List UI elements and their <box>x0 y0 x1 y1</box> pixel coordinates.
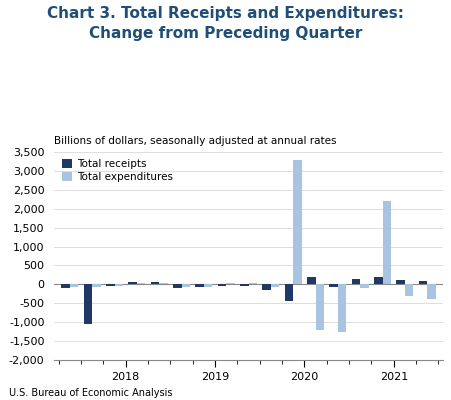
Bar <box>151 282 159 284</box>
Bar <box>262 284 270 290</box>
Bar <box>195 284 203 287</box>
Bar <box>293 160 301 284</box>
Bar <box>418 281 426 284</box>
Bar <box>83 284 92 324</box>
Bar <box>226 283 234 284</box>
Bar <box>329 284 337 287</box>
Text: Change from Preceding Quarter: Change from Preceding Quarter <box>89 26 362 41</box>
Bar <box>404 284 413 296</box>
Bar <box>359 284 368 288</box>
Bar <box>106 284 114 286</box>
Bar <box>248 283 257 284</box>
Bar <box>426 284 435 300</box>
Bar <box>92 284 101 287</box>
Bar <box>396 280 404 284</box>
Text: Chart 3. Total Receipts and Expenditures:: Chart 3. Total Receipts and Expenditures… <box>47 6 404 21</box>
Bar <box>315 284 323 330</box>
Bar <box>239 284 248 286</box>
Bar <box>270 284 279 287</box>
Bar <box>61 284 70 288</box>
Bar <box>181 284 190 287</box>
Bar <box>337 284 345 332</box>
Bar <box>203 284 212 287</box>
Bar <box>306 277 315 284</box>
Bar <box>373 277 382 284</box>
Legend: Total receipts, Total expenditures: Total receipts, Total expenditures <box>60 157 175 184</box>
Bar <box>351 279 359 284</box>
Text: U.S. Bureau of Economic Analysis: U.S. Bureau of Economic Analysis <box>9 388 172 398</box>
Bar <box>137 283 145 284</box>
Bar <box>382 201 390 284</box>
Bar <box>159 283 167 284</box>
Bar <box>217 284 226 286</box>
Text: Billions of dollars, seasonally adjusted at annual rates: Billions of dollars, seasonally adjusted… <box>54 136 336 146</box>
Bar <box>284 284 293 301</box>
Bar <box>114 284 123 286</box>
Bar <box>70 284 78 287</box>
Bar <box>128 282 137 284</box>
Bar <box>173 284 181 288</box>
